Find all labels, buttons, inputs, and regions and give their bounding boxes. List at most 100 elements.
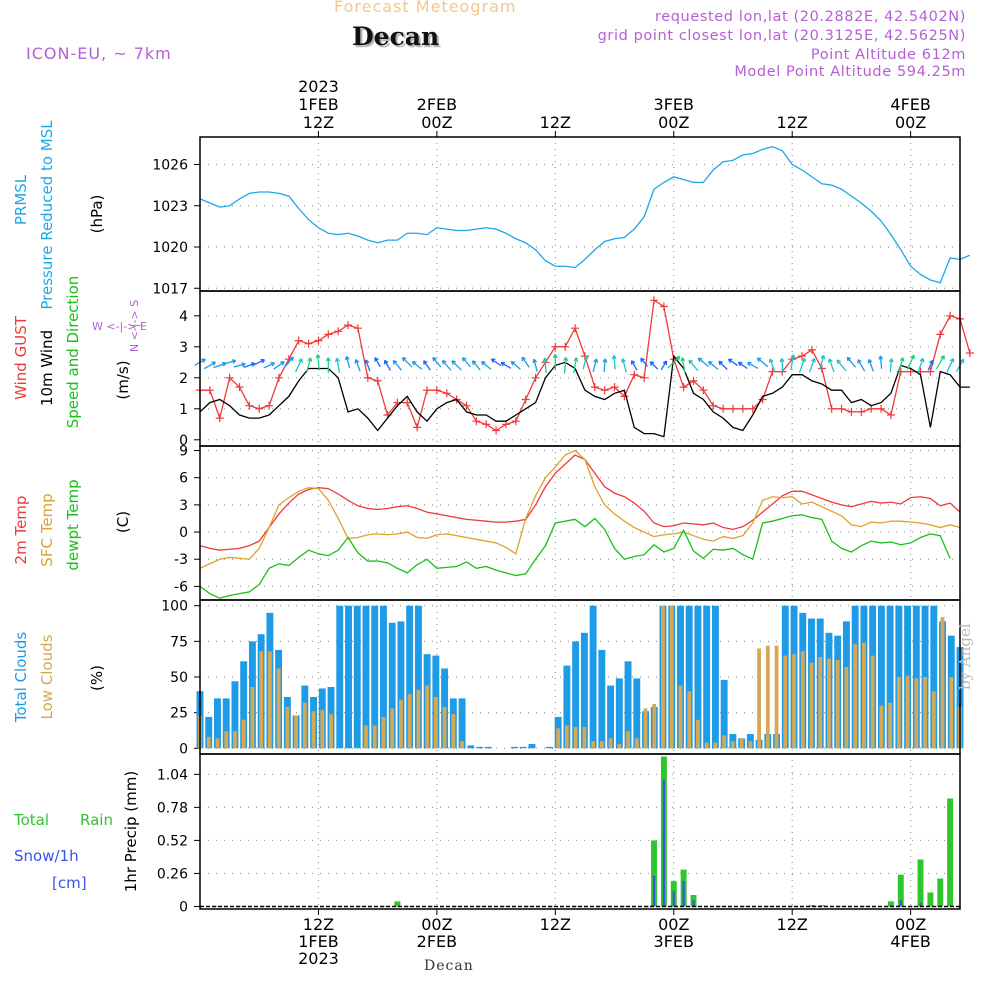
total-cloud-bar xyxy=(528,744,536,749)
bottom-time-label: 12Z xyxy=(303,915,334,934)
pressure-panel: 1017 1020 1023 1026 PRMSL Pressure Reduced to… xyxy=(12,120,971,310)
low-cloud-bar xyxy=(608,738,613,749)
wind-direction-arrow xyxy=(552,353,558,371)
wind-direction-arrow xyxy=(451,360,462,371)
top-time-label: 3FEB xyxy=(654,95,694,114)
wind-direction-arrow xyxy=(401,356,413,368)
wind-direction-arrow xyxy=(374,357,381,368)
gust-marker xyxy=(620,392,629,401)
wind-direction-arrow xyxy=(461,357,471,368)
gust-marker xyxy=(274,373,283,382)
low-cloud-bar xyxy=(390,708,395,749)
total-cloud-bar xyxy=(930,605,938,749)
total-cloud-bar xyxy=(484,746,492,749)
low-cloud-bar xyxy=(215,738,220,749)
model-label: ICON-EU, ~ 7km xyxy=(26,44,172,63)
bottom-time-label: 12Z xyxy=(777,915,808,934)
total-cloud-bar xyxy=(476,746,483,749)
total-cloud-bar xyxy=(231,681,239,749)
pressure-axis-title-1: Pressure Reduced to MSL xyxy=(38,120,56,310)
gust-marker xyxy=(610,383,619,392)
wind-direction-arrow xyxy=(573,357,579,374)
wind-direction-arrow xyxy=(592,358,599,373)
wind-direction-arrow xyxy=(490,358,502,367)
gust-marker xyxy=(650,296,659,305)
low-cloud-bar xyxy=(870,655,875,749)
low-cloud-bar xyxy=(809,662,814,749)
low-cloud-bar xyxy=(206,736,211,749)
y-tick-label: 0 xyxy=(179,433,188,449)
low-cloud-bar xyxy=(460,741,464,749)
wind-direction-arrow xyxy=(315,354,321,371)
wind-direction-arrow xyxy=(680,357,686,374)
wind-direction-arrow xyxy=(354,359,361,372)
y-tick-label: 50 xyxy=(170,670,188,686)
wind-direction-arrow xyxy=(906,354,915,370)
total-cloud-bar xyxy=(580,632,588,749)
low-cloud-bar xyxy=(381,716,386,749)
clouds-axis-title-2: (%) xyxy=(88,665,106,691)
low-cloud-bar xyxy=(267,651,272,749)
gust-marker xyxy=(926,367,935,376)
wind-direction-arrow xyxy=(423,360,431,371)
rain-bar xyxy=(897,874,904,907)
low-cloud-bar xyxy=(224,731,229,749)
total-cloud-bar xyxy=(694,605,702,749)
gust-marker xyxy=(294,336,303,345)
total-cloud-bar xyxy=(720,679,728,749)
total-cloud-bar xyxy=(414,605,422,749)
gust-marker xyxy=(511,417,520,426)
low-cloud-bar xyxy=(879,705,884,749)
gust-marker xyxy=(738,404,747,413)
series-line-sfc-temp xyxy=(199,449,961,569)
wind-direction-arrow xyxy=(532,358,538,372)
gust-marker xyxy=(936,330,945,339)
top-time-label: 00Z xyxy=(895,113,926,132)
low-cloud-bar xyxy=(241,719,246,749)
low-cloud-bar xyxy=(320,709,325,749)
gust-marker xyxy=(403,398,412,407)
low-cloud-bar xyxy=(757,648,761,749)
low-cloud-bar xyxy=(669,605,674,749)
precip-total-label: Total xyxy=(13,811,49,829)
low-cloud-bar xyxy=(643,708,648,749)
total-cloud-bar xyxy=(545,746,553,749)
rain-bar xyxy=(917,859,924,907)
total-cloud-bar xyxy=(388,622,396,749)
pressure-frame xyxy=(199,136,961,292)
top-time-label: 12Z xyxy=(777,113,808,132)
gust-marker xyxy=(482,420,491,429)
wind-direction-arrow xyxy=(667,355,681,369)
wind-direction-arrow xyxy=(867,358,874,372)
gust-marker xyxy=(265,401,274,410)
total-cloud-bar xyxy=(877,605,885,749)
rain-bar xyxy=(947,798,954,907)
low-cloud-bar xyxy=(451,714,456,749)
low-cloud-bar xyxy=(774,645,779,749)
low-cloud-bar xyxy=(765,645,770,749)
total-cloud-bar xyxy=(397,621,405,749)
wind-direction-arrow xyxy=(203,361,217,370)
y-tick-label: 6 xyxy=(179,471,188,487)
temperature-axis-title-0: 2m Temp xyxy=(12,496,30,565)
low-cloud-bar xyxy=(940,617,945,749)
wind-direction-arrow xyxy=(334,357,341,373)
y-tick-label: 1026 xyxy=(152,158,188,174)
low-cloud-bar xyxy=(399,699,403,749)
snow-bar xyxy=(652,875,656,907)
low-cloud-bar xyxy=(888,702,893,749)
snow-bar xyxy=(662,779,665,907)
total-cloud-bar xyxy=(633,678,641,749)
wind-direction-arrow xyxy=(510,360,521,370)
total-cloud-bar xyxy=(467,745,475,749)
low-cloud-bar xyxy=(783,655,788,749)
total-cloud-bar xyxy=(519,746,527,749)
y-tick-label: 0.26 xyxy=(157,866,188,882)
low-cloud-bar xyxy=(678,685,683,749)
low-cloud-bar xyxy=(329,714,333,749)
low-cloud-bar xyxy=(800,651,805,749)
clouds-axis-title-1: Low Clouds xyxy=(38,634,56,719)
wind-direction-arrow xyxy=(283,356,294,368)
wind-direction-arrow xyxy=(640,357,649,367)
